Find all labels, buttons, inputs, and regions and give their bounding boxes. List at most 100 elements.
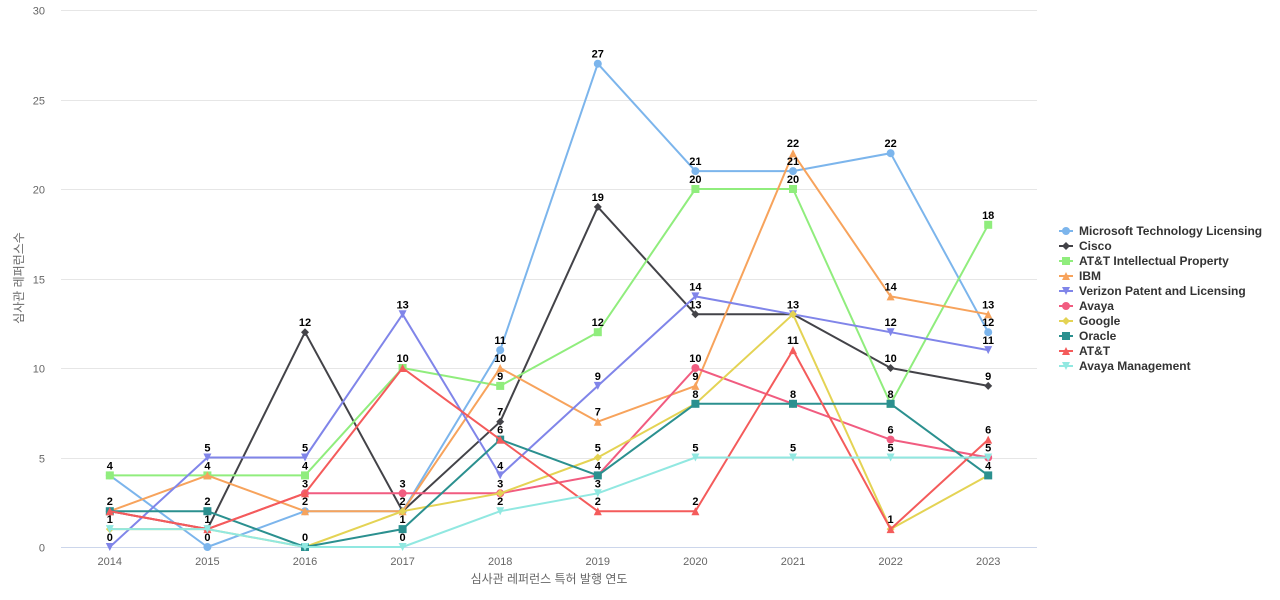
data-point xyxy=(691,292,700,301)
data-point xyxy=(203,471,212,480)
data-label: 8 xyxy=(790,389,796,401)
data-point xyxy=(984,346,993,355)
data-label: 5 xyxy=(790,443,796,455)
data-label: 1 xyxy=(204,514,210,526)
legend-item[interactable]: Avaya Management xyxy=(1059,359,1191,373)
legend-label: Avaya xyxy=(1079,299,1114,313)
data-point xyxy=(984,220,993,229)
x-tick-label: 2020 xyxy=(683,556,707,568)
series-line xyxy=(108,188,990,477)
legend-marker xyxy=(1062,317,1070,325)
data-label: 4 xyxy=(204,460,211,472)
data-point xyxy=(398,525,407,534)
legend-marker xyxy=(1062,287,1070,295)
legend-item[interactable]: Microsoft Technology Licensing xyxy=(1059,224,1262,238)
data-point xyxy=(593,328,602,337)
data-label: 12 xyxy=(592,317,604,329)
data-label: 10 xyxy=(396,353,408,365)
y-axis-title: 심사관 레퍼런스수 xyxy=(12,232,26,324)
series-4 xyxy=(105,292,993,551)
data-label: 12 xyxy=(884,317,896,329)
legend-label: Google xyxy=(1079,314,1121,328)
legend-item[interactable]: Cisco xyxy=(1059,239,1112,253)
data-label: 20 xyxy=(787,174,799,186)
data-label: 7 xyxy=(595,407,601,419)
data-point xyxy=(789,310,797,319)
data-label: 14 xyxy=(689,281,702,293)
data-point xyxy=(398,310,407,319)
data-label: 2 xyxy=(692,496,698,508)
data-point xyxy=(105,507,114,516)
data-label: 4 xyxy=(107,460,114,472)
data-point xyxy=(886,435,895,444)
legend-label: Verizon Patent and Licensing xyxy=(1079,284,1246,298)
data-label: 1 xyxy=(107,514,113,526)
data-point xyxy=(789,399,797,408)
data-point xyxy=(105,543,114,551)
data-point xyxy=(886,149,895,158)
legend-item[interactable]: IBM xyxy=(1059,269,1101,283)
data-label: 21 xyxy=(787,156,799,168)
y-tick-label: 30 xyxy=(33,6,45,18)
data-label: 4 xyxy=(595,460,602,472)
legend-item[interactable]: AT&T Intellectual Property xyxy=(1059,254,1229,268)
data-label: 22 xyxy=(787,138,799,150)
data-label: 2 xyxy=(302,496,308,508)
data-label: 3 xyxy=(302,478,308,490)
data-label: 11 xyxy=(982,335,994,347)
data-label: 13 xyxy=(982,299,994,311)
data-label: 4 xyxy=(985,460,992,472)
legend-item[interactable]: Oracle xyxy=(1059,329,1117,343)
data-point xyxy=(984,381,993,390)
data-point xyxy=(984,328,993,337)
data-point xyxy=(691,453,700,462)
legend-marker xyxy=(1062,332,1070,340)
legend-label: Cisco xyxy=(1079,239,1112,253)
data-point xyxy=(496,364,505,372)
data-label: 9 xyxy=(692,371,698,383)
data-label: 4 xyxy=(497,460,504,472)
legend-item[interactable]: Avaya xyxy=(1059,299,1114,313)
data-label: 9 xyxy=(497,371,503,383)
data-label: 11 xyxy=(787,335,799,347)
y-tick-label: 10 xyxy=(33,364,45,376)
data-label: 5 xyxy=(692,443,698,455)
data-point xyxy=(398,543,407,551)
data-point xyxy=(301,489,309,498)
x-tick-label: 2017 xyxy=(390,556,414,568)
data-label: 13 xyxy=(396,299,408,311)
data-point xyxy=(691,310,700,319)
data-label: 3 xyxy=(497,478,503,490)
data-label: 12 xyxy=(982,317,994,329)
x-tick-label: 2023 xyxy=(976,556,1000,568)
data-point xyxy=(496,346,505,355)
legend-item[interactable]: AT&T xyxy=(1059,344,1111,358)
data-point xyxy=(789,185,797,193)
data-label: 18 xyxy=(982,210,994,222)
data-point xyxy=(691,364,700,372)
x-tick-label: 2018 xyxy=(488,556,512,568)
data-point xyxy=(886,364,895,372)
legend-item[interactable]: Google xyxy=(1059,314,1121,328)
data-label: 19 xyxy=(592,192,604,204)
y-tick-label: 25 xyxy=(33,96,45,108)
data-point xyxy=(301,507,309,516)
data-label: 22 xyxy=(884,138,896,150)
data-label: 11 xyxy=(494,335,506,347)
data-label: 8 xyxy=(888,389,894,401)
data-label: 10 xyxy=(884,353,896,365)
data-label: 5 xyxy=(985,443,991,455)
legend-item[interactable]: Verizon Patent and Licensing xyxy=(1059,284,1246,298)
data-point xyxy=(691,167,700,176)
data-point xyxy=(301,471,309,480)
series-line xyxy=(108,349,990,531)
data-label: 2 xyxy=(204,496,210,508)
data-point xyxy=(203,543,212,551)
data-point xyxy=(496,381,505,390)
data-point xyxy=(593,59,602,68)
data-point xyxy=(105,471,114,480)
data-label: 6 xyxy=(888,425,894,437)
series-lines xyxy=(105,59,993,551)
